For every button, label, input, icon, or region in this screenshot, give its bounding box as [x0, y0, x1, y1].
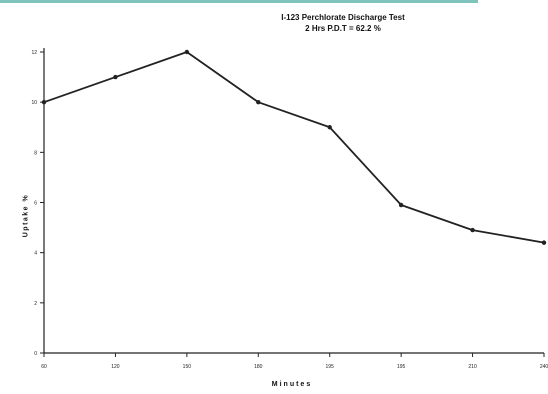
y-tick-label: 6: [34, 201, 37, 207]
x-axis-label: Minutes: [271, 381, 313, 388]
y-tick-label: 8: [34, 150, 37, 156]
chart-subtitle: 2 Hrs P.D.T = 62.2 %: [305, 24, 381, 33]
y-tick-label: 2: [34, 301, 37, 307]
data-point: [256, 99, 261, 105]
y-tick-label: 0: [34, 351, 37, 357]
x-tick-label: 195: [397, 364, 406, 370]
y-axis-label: Uptake %: [22, 193, 30, 238]
x-tick-label: 120: [111, 364, 120, 370]
chart-title: I-123 Perchlorate Discharge Test: [281, 13, 405, 22]
y-tick-label: 12: [31, 50, 37, 56]
x-tick-label: 150: [183, 364, 192, 370]
y-tick-label: 10: [31, 100, 37, 106]
x-tick-label: 180: [254, 364, 263, 370]
data-point: [184, 49, 190, 55]
chart-title-block: I-123 Perchlorate Discharge Test 2 Hrs P…: [238, 12, 448, 34]
series-line: [43, 51, 545, 244]
x-tick-label: 210: [468, 364, 477, 370]
y-tick-label: 4: [34, 251, 37, 257]
data-point: [398, 202, 404, 208]
x-tick-label: 195: [326, 364, 335, 370]
data-point: [327, 125, 332, 130]
x-tick-label: 60: [41, 364, 47, 370]
top-accent-rule: [0, 0, 478, 3]
x-tick-label: 240: [540, 364, 548, 370]
data-point: [541, 240, 547, 245]
data-point: [41, 99, 47, 105]
data-point: [113, 74, 118, 80]
data-point: [470, 227, 475, 233]
